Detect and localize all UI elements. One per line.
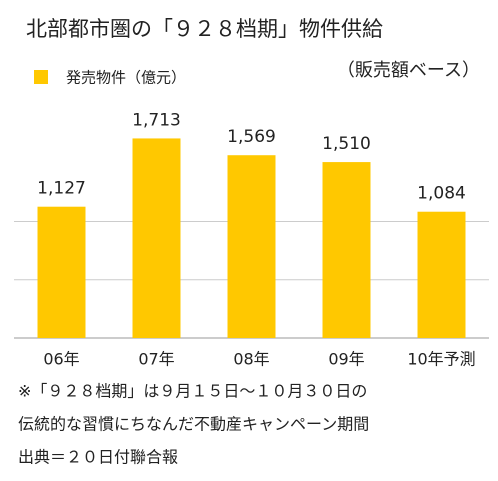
- x-tick-label: 10年予測: [407, 350, 475, 369]
- x-tick-label: 09年: [328, 350, 364, 369]
- chart-title: 北部都市圏の「９２８档期」物件供給: [26, 17, 383, 41]
- notes: ※「９２８档期」は９月１５日～１０月３０日の 伝統的な習慣にちなんだ不動産キャン…: [18, 382, 369, 467]
- value-label: 1,569: [227, 127, 276, 147]
- note: 伝統的な習慣にちなんだ不動産キャンペーン期間: [18, 415, 369, 434]
- bar: [132, 138, 181, 338]
- value-label: 1,713: [132, 110, 181, 130]
- value-label: 1,084: [417, 184, 466, 204]
- bar: [322, 162, 371, 338]
- bar: [417, 211, 466, 338]
- legend-swatch: [34, 70, 48, 84]
- x-tick-label: 08年: [233, 350, 269, 369]
- note: ※「９２８档期」は９月１５日～１０月３０日の: [18, 382, 367, 401]
- value-label: 1,510: [322, 134, 371, 154]
- x-tick-label: 06年: [43, 350, 79, 369]
- note: 出典＝２０日付聯合報: [18, 448, 178, 467]
- x-tick-label: 07年: [138, 350, 174, 369]
- legend-label: 発売物件（億元）: [66, 69, 186, 87]
- bar: [37, 206, 86, 338]
- value-label: 1,127: [37, 179, 86, 199]
- bar: [227, 155, 276, 338]
- chart-subtitle: （販売額ベース）: [337, 60, 480, 81]
